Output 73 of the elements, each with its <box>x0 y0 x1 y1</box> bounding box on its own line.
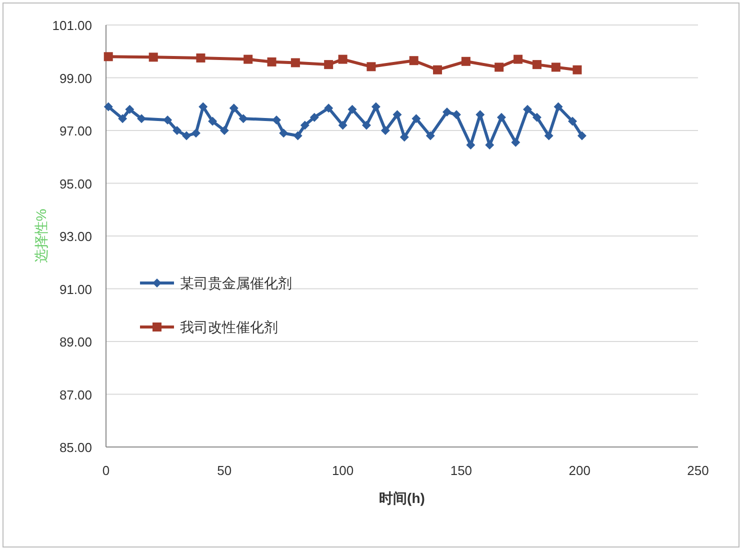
point <box>409 56 418 66</box>
x-tick-label: 50 <box>217 463 232 478</box>
y-tick-label: 101.00 <box>52 18 92 33</box>
point <box>324 104 334 113</box>
point <box>371 102 380 112</box>
x-tick-label: 200 <box>568 463 590 478</box>
point <box>461 56 470 66</box>
point <box>551 62 560 72</box>
y-tick-label: 95.00 <box>59 176 92 192</box>
point <box>148 52 158 62</box>
x-tick-label: 150 <box>450 463 472 478</box>
point <box>191 128 200 138</box>
point <box>496 112 506 122</box>
point <box>229 104 238 113</box>
point <box>238 114 248 124</box>
point <box>348 104 357 114</box>
point <box>118 114 128 124</box>
x-tick-label: 0 <box>102 463 110 478</box>
point <box>532 60 542 70</box>
point <box>310 112 319 122</box>
y-tick-label: 87.00 <box>59 387 92 402</box>
y-tick-label: 99.00 <box>59 70 92 86</box>
point <box>220 126 229 135</box>
point <box>511 138 520 147</box>
point <box>380 126 390 135</box>
point <box>568 116 577 126</box>
legend-label: 某司贵金属催化剂 <box>180 275 292 291</box>
point <box>362 120 371 130</box>
point <box>466 140 476 150</box>
legend-label: 我司改性催化剂 <box>180 319 278 335</box>
y-axis-title: 选择性% <box>33 208 49 264</box>
point <box>392 110 402 120</box>
point <box>442 108 452 117</box>
point <box>182 131 192 140</box>
point <box>208 116 218 126</box>
point <box>163 115 172 124</box>
y-tick-label: 97.00 <box>59 124 92 138</box>
y-tick-label: 91.00 <box>59 282 92 297</box>
point <box>172 126 182 135</box>
point <box>494 62 504 72</box>
y-tick-label: 89.00 <box>59 334 92 350</box>
point <box>366 62 376 72</box>
point <box>554 102 563 112</box>
point <box>267 57 276 66</box>
point <box>338 54 348 64</box>
point <box>544 131 554 140</box>
point <box>523 104 532 114</box>
point <box>290 58 300 68</box>
point <box>577 131 586 140</box>
point <box>125 104 134 114</box>
point <box>104 102 113 112</box>
point <box>400 132 409 142</box>
point <box>293 131 302 140</box>
point <box>433 65 442 74</box>
point <box>198 102 208 112</box>
point <box>196 53 206 62</box>
point <box>452 110 461 120</box>
point <box>104 52 113 62</box>
point <box>572 65 582 74</box>
x-axis-title: 时间(h) <box>379 490 425 506</box>
point <box>532 112 542 122</box>
point <box>338 120 348 130</box>
point <box>514 54 523 64</box>
x-tick-label: 250 <box>687 463 709 478</box>
y-tick-label: 93.00 <box>59 229 92 244</box>
y-tick-label: 85.00 <box>59 440 92 455</box>
point <box>300 120 310 130</box>
point <box>244 54 253 64</box>
point <box>412 114 421 124</box>
x-tick-label: 100 <box>332 463 354 478</box>
point <box>279 128 288 138</box>
point <box>426 131 435 140</box>
point <box>324 60 334 70</box>
